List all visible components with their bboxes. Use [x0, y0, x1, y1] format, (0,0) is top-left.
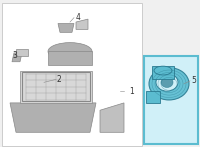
Polygon shape — [12, 53, 22, 62]
Text: 3: 3 — [12, 51, 17, 60]
Polygon shape — [146, 91, 160, 103]
Text: 4: 4 — [76, 13, 81, 22]
FancyBboxPatch shape — [144, 56, 198, 144]
Text: 5: 5 — [191, 76, 196, 85]
Ellipse shape — [161, 77, 173, 87]
Text: 1: 1 — [129, 87, 134, 96]
Text: 2: 2 — [57, 75, 62, 84]
Polygon shape — [20, 71, 92, 103]
Ellipse shape — [156, 74, 178, 91]
Polygon shape — [76, 19, 88, 29]
Polygon shape — [100, 103, 124, 132]
Polygon shape — [10, 103, 96, 132]
Ellipse shape — [149, 68, 189, 100]
Polygon shape — [48, 51, 92, 65]
Ellipse shape — [154, 66, 172, 75]
FancyBboxPatch shape — [2, 3, 142, 146]
Polygon shape — [16, 49, 28, 56]
Polygon shape — [58, 24, 74, 32]
Polygon shape — [152, 66, 174, 79]
Ellipse shape — [48, 43, 92, 60]
